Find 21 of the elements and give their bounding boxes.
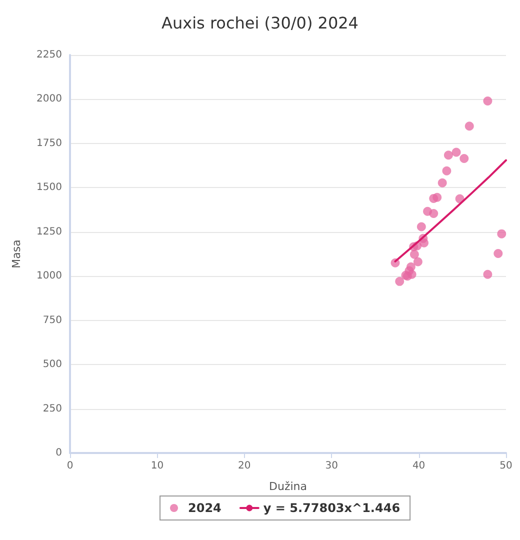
y-tick-label: 250 [42, 403, 62, 414]
y-tick-label: 1000 [36, 270, 62, 282]
y-tick-label: 1750 [36, 138, 62, 149]
legend-label: 2024 [188, 501, 222, 515]
y-axis-title: Masa [10, 240, 23, 268]
y-tick-label: 2000 [36, 94, 62, 105]
y-tick-label: 750 [42, 314, 62, 326]
legend-label: y = 5.77803x^1.446 [263, 501, 400, 515]
x-tick-label: 40 [412, 460, 426, 472]
x-tick-label: 50 [500, 460, 512, 472]
y-tick-label: 0 [56, 448, 62, 458]
x-tick-label: 20 [238, 460, 251, 472]
x-tick-label: 10 [150, 460, 164, 472]
x-axis-title: Dužina [269, 480, 307, 493]
y-tick-label: 1500 [36, 182, 62, 194]
y-tick-label: 2250 [36, 50, 62, 60]
x-tick-label: 30 [325, 460, 338, 472]
x-tick-label: 0 [66, 460, 74, 472]
chart-title: Auxis rochei (30/0) 2024 [162, 14, 358, 32]
y-tick-label: 1250 [36, 226, 62, 238]
y-tick-label: 500 [42, 359, 62, 370]
